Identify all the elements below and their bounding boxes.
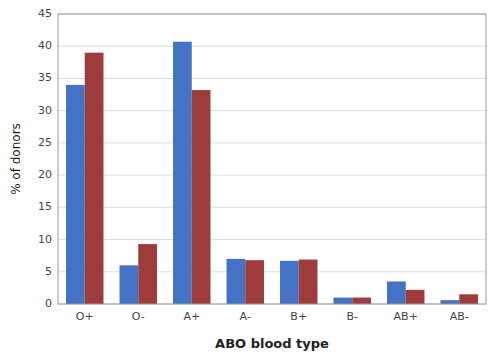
x-axis-label: ABO blood type: [215, 336, 329, 351]
x-tick-label: A+: [183, 310, 200, 323]
y-tick-label: 20: [38, 168, 52, 181]
y-tick-label: 30: [38, 104, 52, 117]
bar: [245, 260, 264, 304]
y-tick-label: 5: [45, 265, 52, 278]
grid-line: [58, 78, 486, 79]
bar: [406, 290, 425, 304]
plot-frame: [58, 14, 486, 304]
grid-line: [58, 142, 486, 143]
grid-line: [58, 110, 486, 111]
y-tick-label: 35: [38, 71, 52, 84]
bar: [459, 294, 478, 304]
x-tick-label: AB-: [450, 310, 469, 323]
y-tick-label: 0: [45, 297, 52, 310]
bar: [173, 42, 192, 304]
bar: [138, 244, 157, 304]
y-axis-label: % of donors: [9, 123, 23, 195]
chart-svg: 0 5 10 15 20 25 30 35 40 45 O+ O- A+ A- B+ B- AB+ AB- ABO …: [0, 0, 500, 362]
series: [66, 42, 459, 304]
chart-container: 0 5 10 15 20 25 30 35 40 45 O+ O- A+ A- B+ B- AB+ AB- ABO …: [0, 0, 500, 362]
bar: [441, 300, 460, 304]
bar: [387, 281, 406, 304]
grid-line: [58, 175, 486, 176]
y-tick-label: 40: [38, 39, 52, 52]
bar: [227, 259, 246, 304]
x-tick-label: B+: [290, 310, 307, 323]
bar: [85, 53, 104, 304]
x-tick-label: O-: [132, 310, 145, 323]
y-ticks: 0 5 10 15 20 25 30 35 40 45: [38, 7, 52, 310]
y-tick-label: 10: [38, 233, 52, 246]
grid-line: [58, 46, 486, 47]
x-tick-label: B-: [346, 310, 358, 323]
grid-line: [58, 207, 486, 208]
x-tick-label: AB+: [394, 310, 418, 323]
grid: [58, 14, 486, 304]
x-tick-label: A-: [240, 310, 251, 323]
x-tick-label: O+: [76, 310, 94, 323]
bar: [299, 260, 318, 304]
grid-line: [58, 239, 486, 240]
bar: [192, 90, 211, 304]
bars: [66, 42, 478, 304]
bar: [66, 85, 85, 304]
y-tick-label: 15: [38, 200, 52, 213]
bar: [120, 265, 139, 304]
bar: [334, 298, 353, 304]
series: [85, 53, 478, 304]
y-tick-label: 25: [38, 136, 52, 149]
bar: [352, 298, 371, 304]
x-ticks: O+ O- A+ A- B+ B- AB+ AB-: [76, 310, 469, 323]
y-tick-label: 45: [38, 7, 52, 20]
bar: [280, 261, 299, 304]
